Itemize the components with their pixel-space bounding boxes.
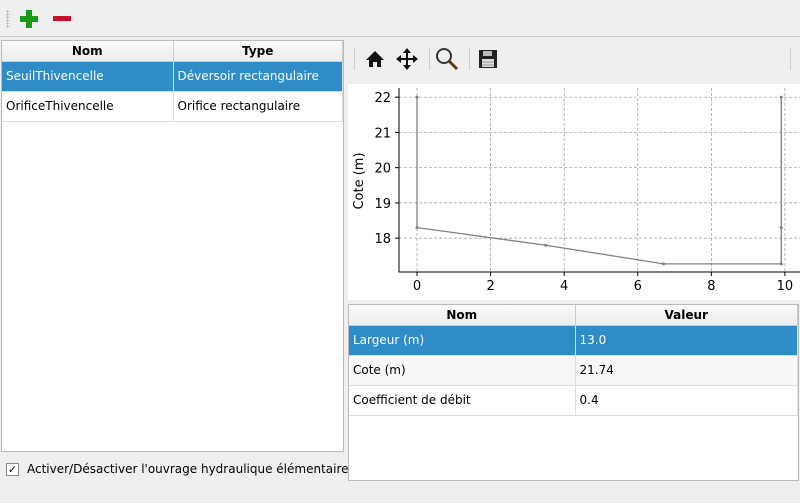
separator [790, 48, 791, 70]
column-header-valeur[interactable]: Valeur [575, 305, 798, 326]
checkbox-label: Activer/Désactiver l'ouvrage hydraulique… [27, 462, 349, 476]
separator [469, 48, 470, 70]
cell-nom[interactable]: OrificeThivencelle [2, 91, 174, 122]
data-point [779, 226, 783, 230]
zoom-icon [436, 48, 459, 71]
table-row[interactable]: Coefficient de débit 0.4 [349, 385, 798, 416]
home-icon [366, 51, 384, 67]
home-button[interactable] [363, 47, 387, 71]
cell-nom: Coefficient de débit [349, 385, 576, 416]
zoom-button[interactable] [435, 47, 459, 71]
cell-valeur[interactable]: 21.74 [575, 355, 798, 386]
checkbox-box[interactable]: ✓ [6, 462, 19, 476]
separator [429, 48, 430, 70]
data-point [415, 226, 419, 230]
table-row[interactable]: SeuilThivencelle Déversoir rectangulaire [2, 61, 343, 92]
y-tick-label: 21 [374, 126, 391, 141]
cell-type[interactable]: Orifice rectangulaire [173, 91, 343, 122]
data-point [544, 243, 548, 247]
main-toolbar [0, 0, 800, 37]
y-axis-label: Cote (m) [352, 152, 367, 209]
parameters-table: Nom Valeur Largeur (m) 13.0 Cote (m) 21.74 … [348, 304, 799, 481]
cell-nom: Cote (m) [349, 355, 576, 386]
cell-valeur[interactable]: 13.0 [575, 325, 798, 356]
x-tick-label: 10 [777, 279, 794, 294]
chart-svg: 0 2 4 6 8 10 18 19 20 21 22 Cote (m) [352, 88, 800, 294]
cell-type[interactable]: Déversoir rectangulaire [173, 61, 343, 92]
plus-icon [20, 10, 38, 28]
profile-line [416, 97, 782, 265]
add-button[interactable] [17, 7, 41, 31]
x-tick-label: 6 [634, 279, 642, 294]
data-point [779, 262, 783, 266]
x-tick-label: 4 [560, 279, 568, 294]
y-tick-label: 22 [374, 91, 391, 106]
column-header-type[interactable]: Type [173, 41, 343, 62]
table-row[interactable]: OrificeThivencelle Orifice rectangulaire [2, 91, 343, 122]
separator [354, 48, 355, 70]
column-header-nom[interactable]: Nom [349, 305, 576, 326]
pan-icon [396, 48, 418, 70]
cell-nom: Largeur (m) [349, 325, 576, 356]
save-icon [479, 50, 497, 68]
data-point [415, 95, 419, 99]
pan-button[interactable] [395, 47, 419, 71]
data-point [662, 262, 666, 266]
table-row[interactable]: Largeur (m) 13.0 [349, 325, 798, 356]
minus-icon [53, 16, 71, 21]
table-row[interactable]: Cote (m) 21.74 [349, 355, 798, 386]
structures-table: Nom Type SeuilThivencelle Déversoir rectan… [1, 40, 344, 452]
column-header-nom[interactable]: Nom [2, 41, 174, 62]
activate-checkbox[interactable]: ✓ Activer/Désactiver l'ouvrage hydrauliq… [6, 461, 349, 477]
save-button[interactable] [476, 47, 500, 71]
remove-button[interactable] [50, 7, 74, 31]
toolbar-grip[interactable] [6, 10, 10, 28]
x-tick-label: 8 [707, 279, 715, 294]
y-tick-label: 20 [374, 162, 391, 177]
x-tick-label: 0 [413, 279, 421, 294]
y-tick-label: 19 [374, 197, 391, 212]
y-tick-label: 18 [374, 232, 391, 247]
cell-nom[interactable]: SeuilThivencelle [2, 61, 174, 92]
data-point [779, 95, 783, 99]
profile-chart[interactable]: 0 2 4 6 8 10 18 19 20 21 22 Cote (m) [348, 84, 800, 300]
cell-valeur[interactable]: 0.4 [575, 385, 798, 416]
x-tick-label: 2 [486, 279, 494, 294]
